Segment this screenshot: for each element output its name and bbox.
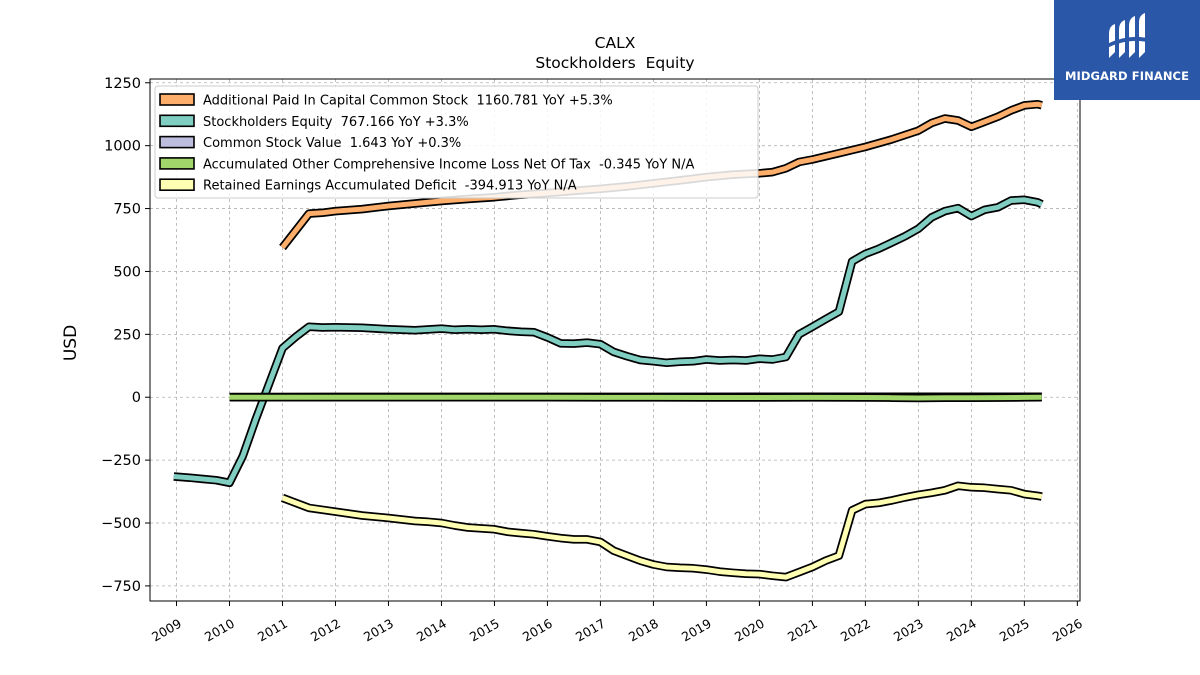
x-tick-label: 2014 bbox=[414, 616, 449, 645]
x-tick-label: 2012 bbox=[308, 616, 343, 645]
series-outline-stockholders-equity bbox=[173, 195, 1044, 488]
series-line-stockholders-equity bbox=[173, 197, 1043, 486]
x-tick-label: 2009 bbox=[149, 616, 184, 645]
series-outline-retained-earnings-accumulated-deficit bbox=[280, 481, 1043, 582]
legend-swatch bbox=[159, 178, 195, 191]
legend-label: Retained Earnings Accumulated Deficit -3… bbox=[203, 179, 577, 194]
x-tick-label: 2025 bbox=[997, 616, 1032, 645]
chart-subtitle: Stockholders Equity bbox=[535, 54, 694, 72]
plot-frame bbox=[149, 78, 1081, 602]
x-tick-label: 2023 bbox=[891, 616, 926, 645]
x-tick-label: 2017 bbox=[573, 616, 608, 645]
y-tick-label: 750 bbox=[113, 202, 141, 218]
legend-label: Stockholders Equity 767.166 YoY +3.3% bbox=[203, 115, 469, 130]
y-tick-label: 250 bbox=[113, 327, 141, 343]
legend-label: Additional Paid In Capital Common Stock … bbox=[203, 94, 613, 109]
x-tick-label: 2022 bbox=[838, 616, 873, 645]
x-tick-label: 2016 bbox=[520, 616, 555, 645]
y-axis-label: USD bbox=[61, 325, 81, 361]
x-tick-label: 2020 bbox=[732, 616, 767, 645]
x-tick-label: 2021 bbox=[785, 616, 820, 645]
legend-label: Accumulated Other Comprehensive Income L… bbox=[203, 157, 694, 172]
midgard-finance-logo: MIDGARD FINANCE bbox=[1054, 0, 1200, 100]
x-tick-label: 2019 bbox=[679, 616, 714, 645]
x-tick-label: 2018 bbox=[626, 616, 661, 645]
legend-box bbox=[154, 85, 759, 199]
x-tick-label: 2026 bbox=[1050, 616, 1085, 645]
midgard-logo-icon bbox=[1107, 13, 1147, 58]
legend-swatch bbox=[159, 114, 195, 128]
y-tick-label: 1250 bbox=[104, 76, 141, 92]
logo-text: MIDGARD FINANCE bbox=[1064, 69, 1190, 83]
x-tick-label: 2013 bbox=[361, 616, 396, 645]
legend: Additional Paid In Capital Common Stock … bbox=[154, 85, 759, 199]
x-tick-label: 2024 bbox=[944, 616, 979, 645]
legend-swatch bbox=[159, 135, 195, 149]
series-line-retained-earnings-accumulated-deficit bbox=[281, 483, 1043, 580]
y-tick-label: −250 bbox=[101, 453, 141, 469]
legend-swatch bbox=[159, 93, 195, 106]
chart-title: CALX bbox=[595, 34, 636, 52]
x-tick-label: 2010 bbox=[202, 616, 237, 645]
y-tick-label: 0 bbox=[132, 390, 141, 406]
x-tick-label: 2015 bbox=[467, 616, 502, 645]
y-tick-label: 1000 bbox=[104, 139, 141, 155]
legend-label: Common Stock Value 1.643 YoY +0.3% bbox=[203, 136, 461, 151]
y-tick-label: −750 bbox=[101, 579, 141, 595]
x-tick-label: 2011 bbox=[255, 616, 290, 645]
y-tick-label: −500 bbox=[101, 516, 141, 532]
legend-swatch bbox=[159, 157, 195, 170]
y-tick-label: 500 bbox=[113, 264, 141, 280]
series-line-accumulated-other-comprehensive-income-loss-net-of-tax bbox=[229, 394, 1042, 401]
